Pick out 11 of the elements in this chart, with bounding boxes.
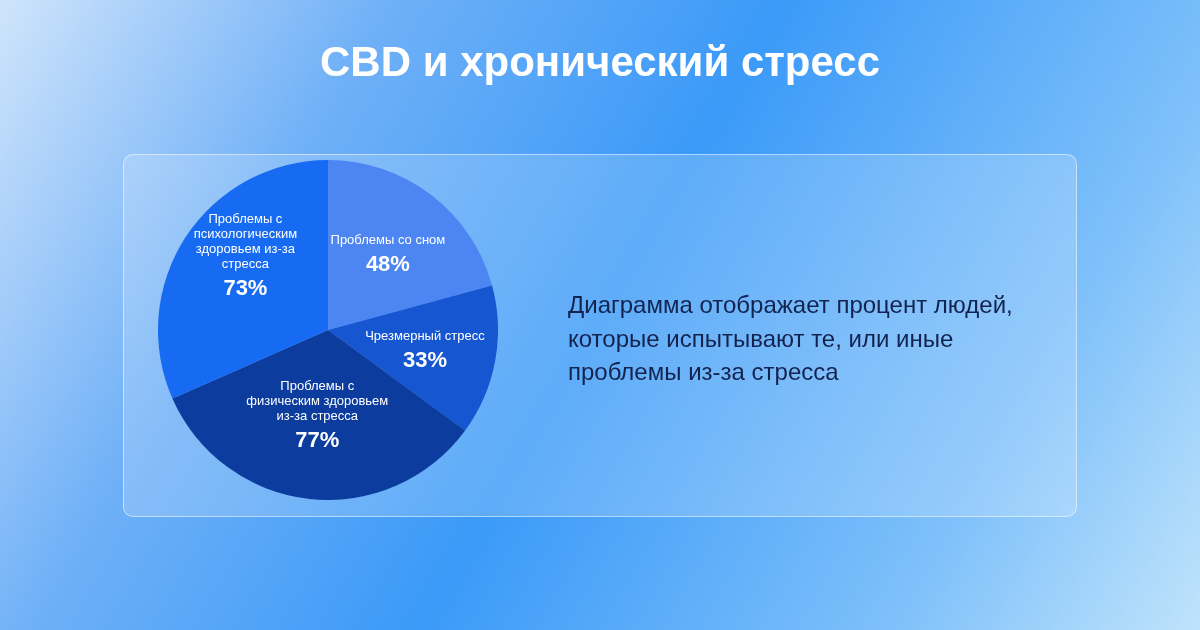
text: CBD и хронический стресс (319, 38, 881, 86)
text: Диаграмма отображает процент людей, которые испытывают те, или иные проблемы из-за стресса (568, 290, 1014, 388)
data-label: 77% (295, 427, 340, 453)
pie-slice (328, 160, 493, 330)
slice-label: Проблемы с физическим здоровьем из-за стресса (246, 378, 389, 424)
slice-label: Проблемы с психологическим здоровьем из-за стресса (193, 211, 298, 272)
data-label: 48% (365, 250, 410, 276)
data-label: 73% (223, 275, 268, 301)
slice-label: Проблемы со сном (330, 231, 446, 247)
data-label: 33% (402, 347, 447, 372)
slice-label: Чрезмерный стресс (365, 328, 486, 343)
